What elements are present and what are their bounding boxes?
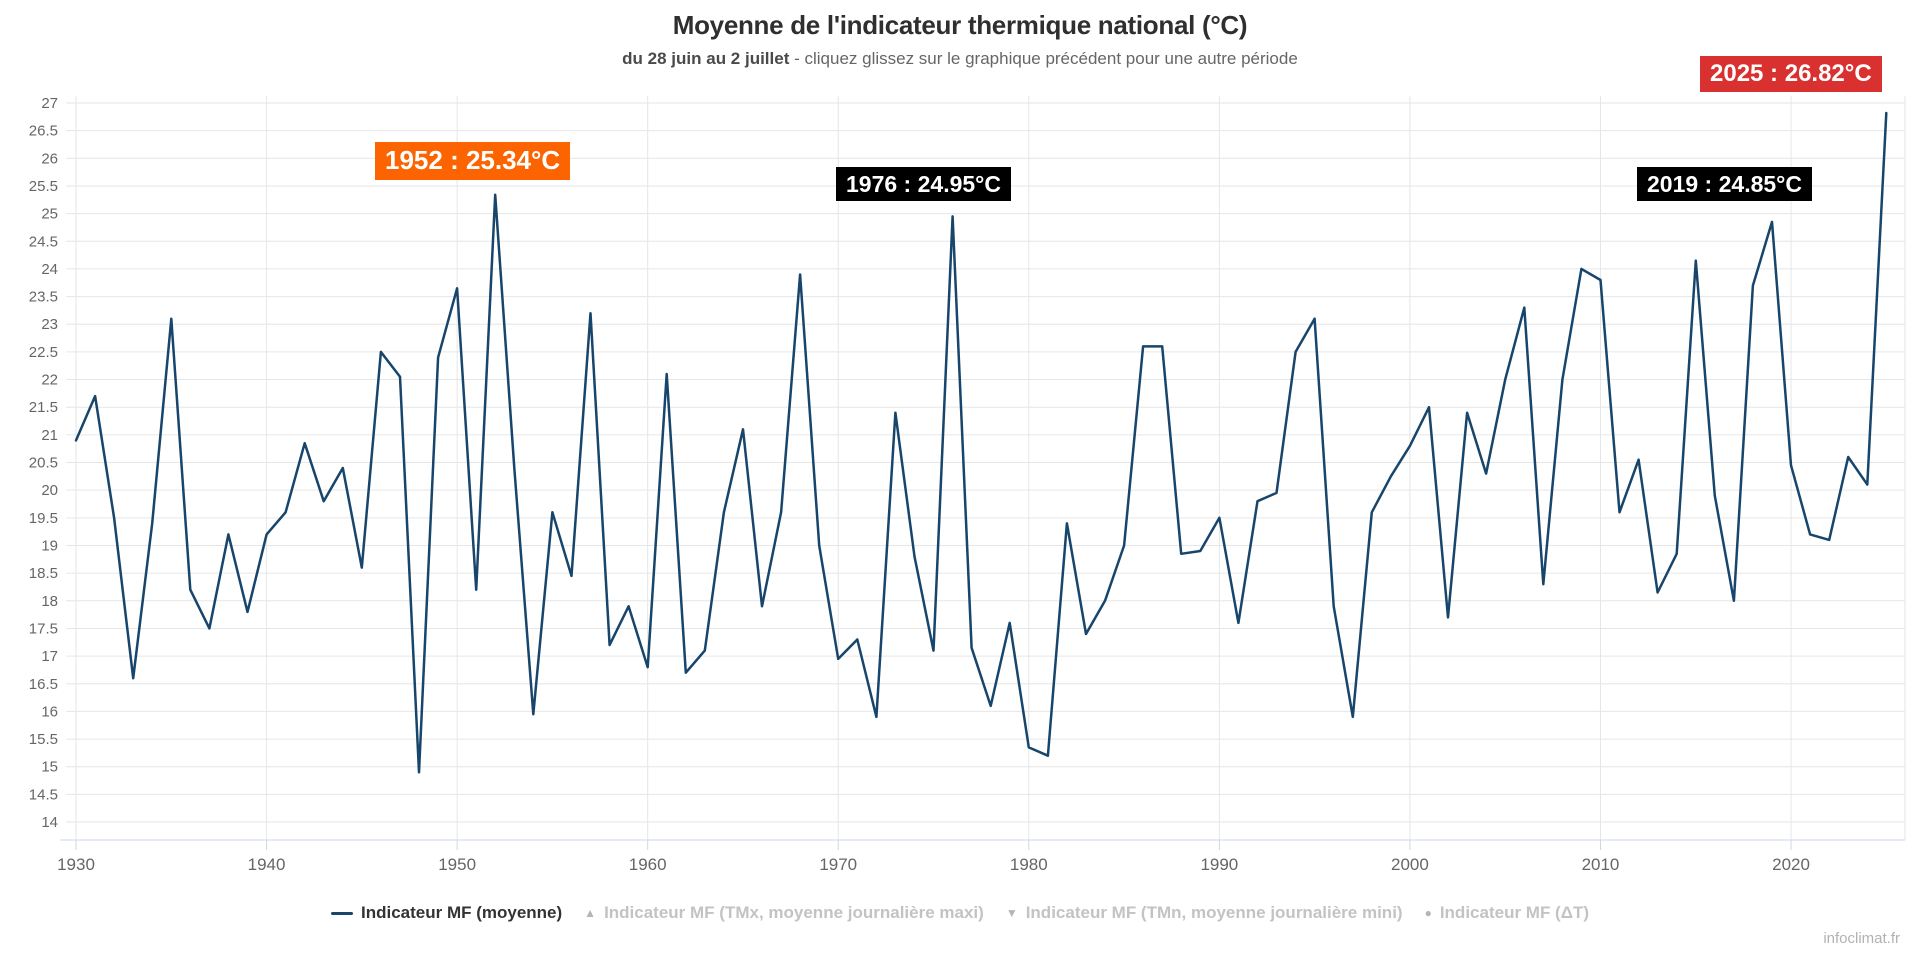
y-axis-label: 14.5 [29, 786, 58, 803]
plot-area[interactable] [66, 96, 1905, 840]
x-axis-label: 1980 [1010, 855, 1048, 874]
y-axis-label: 20 [41, 482, 58, 499]
y-axis-label: 19 [41, 537, 58, 554]
legend: Indicateur MF (moyenne) ▲ Indicateur MF (T… [0, 903, 1920, 923]
y-axis-label: 23.5 [29, 289, 58, 306]
y-axis-label: 17.5 [29, 620, 58, 637]
chart-title: Moyenne de l'indicateur thermique nation… [672, 10, 1248, 40]
y-axis-label: 19.5 [29, 510, 58, 527]
y-axis-label: 27 [41, 95, 58, 112]
y-axis-label: 21 [41, 427, 58, 444]
legend-item-delta-t[interactable]: ● Indicateur MF (ΔT) [1425, 903, 1589, 923]
legend-item-label: Indicateur MF (TMn, moyenne journalière … [1025, 903, 1403, 922]
x-axis-label: 1970 [819, 855, 857, 874]
x-axis-label: 1950 [438, 855, 476, 874]
y-axis-label: 15 [41, 759, 58, 776]
subtitle-period: du 28 juin au 2 juillet [622, 49, 790, 68]
y-axis-label: 22 [41, 372, 58, 389]
legend-item-label: Indicateur MF (moyenne) [360, 903, 563, 922]
y-axis-label: 15.5 [29, 731, 58, 748]
annotation-2025: 2025 : 26.82°C [1700, 56, 1882, 92]
series-line-moyenne [74, 111, 1888, 774]
legend-item-label: Indicateur MF (ΔT) [1439, 903, 1589, 922]
y-axis-label: 22.5 [29, 344, 58, 361]
x-axis-label: 2020 [1772, 855, 1810, 874]
y-axis-label: 20.5 [29, 455, 58, 472]
x-axis-label: 1990 [1200, 855, 1238, 874]
watermark: infoclimat.fr [1823, 930, 1900, 947]
y-axis-label: 23 [41, 316, 58, 333]
y-axis-label: 25 [41, 206, 58, 223]
annotation-1952: 1952 : 25.34°C [375, 142, 571, 180]
x-axis-label: 2000 [1391, 855, 1429, 874]
x-axis-label: 1930 [57, 855, 95, 874]
y-axis-label: 16.5 [29, 676, 58, 693]
legend-line-icon [330, 911, 353, 915]
x-axis-label: 1940 [248, 855, 286, 874]
x-axis-label: 1960 [629, 855, 667, 874]
legend-circle-icon: ● [1424, 906, 1432, 920]
y-axis-label: 26.5 [29, 123, 58, 140]
legend-item-tmn[interactable]: ▼ Indicateur MF (TMn, moyenne journalière… [1006, 903, 1403, 923]
y-axis-label: 18 [41, 593, 58, 610]
legend-triangle-up-icon: ▲ [584, 906, 597, 920]
y-axis-label: 21.5 [29, 399, 58, 416]
chart-subtitle: du 28 juin au 2 juillet - cliquez glisse… [0, 49, 1920, 69]
x-axis-label: 2010 [1582, 855, 1620, 874]
subtitle-hint: - cliquez glissez sur le graphique précé… [789, 49, 1298, 68]
legend-item-moyenne[interactable]: Indicateur MF (moyenne) [330, 903, 563, 923]
legend-item-label: Indicateur MF (TMx, moyenne journalière … [604, 903, 984, 922]
y-axis-label: 26 [41, 150, 58, 167]
y-axis-label: 18.5 [29, 565, 58, 582]
y-axis-label: 17 [41, 648, 58, 665]
annotation-2019: 2019 : 24.85°C [1637, 167, 1812, 202]
legend-item-tmx[interactable]: ▲ Indicateur MF (TMx, moyenne journalière… [584, 903, 984, 923]
legend-triangle-down-icon: ▼ [1005, 906, 1018, 920]
y-axis-label: 24 [41, 261, 58, 278]
y-axis-label: 14 [41, 814, 58, 831]
y-axis-label: 25.5 [29, 178, 58, 195]
y-axis-label: 24.5 [29, 233, 58, 250]
annotation-1976: 1976 : 24.95°C [836, 167, 1011, 202]
y-axis-label: 16 [41, 703, 58, 720]
